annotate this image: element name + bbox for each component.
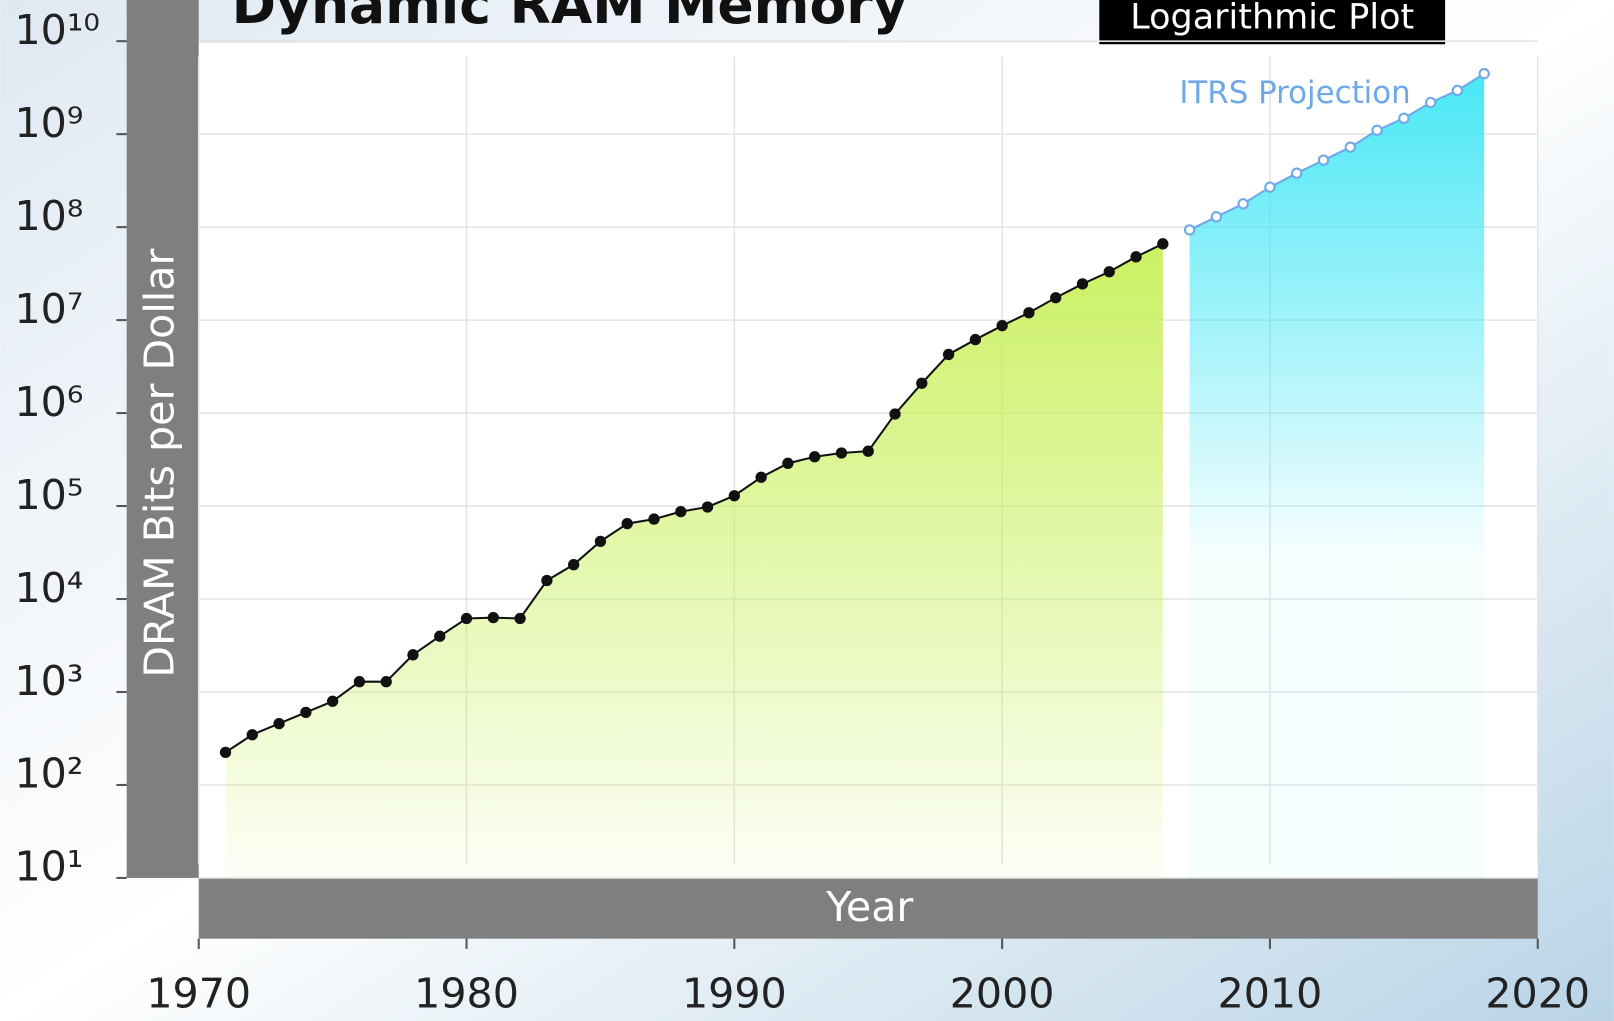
- point: [1210, 211, 1223, 223]
- point: [809, 451, 821, 463]
- chart-title: Dynamic RAM Memory: [232, 0, 908, 36]
- point: [1398, 112, 1410, 124]
- point: [1264, 181, 1276, 193]
- point: [1371, 124, 1383, 136]
- point: [862, 445, 874, 457]
- point: [1183, 224, 1196, 236]
- point: [942, 348, 955, 361]
- point: [273, 717, 285, 730]
- point: [1050, 292, 1062, 304]
- badge: Logarithmic Plot: [1130, 0, 1414, 38]
- point: [755, 471, 767, 483]
- point: [1023, 307, 1035, 319]
- point: [1237, 198, 1249, 210]
- series-label: ITRS Projection: [1179, 75, 1410, 111]
- point: [353, 676, 366, 688]
- point: [219, 746, 232, 759]
- y-tick-label: 10⁵: [14, 471, 83, 519]
- y-tick-label: 10¹⁰: [14, 6, 99, 54]
- y-tick-label: 10⁷: [14, 285, 83, 333]
- point: [300, 706, 312, 719]
- point: [434, 630, 446, 642]
- point: [407, 649, 419, 661]
- y-axis-band: [126, 0, 199, 878]
- point: [460, 612, 473, 625]
- point: [246, 729, 258, 741]
- badge-box: [1099, 0, 1446, 45]
- point: [1291, 167, 1303, 179]
- x-tick-label: 2000: [950, 969, 1055, 1017]
- x-axis-band: [198, 877, 1538, 939]
- point: [541, 574, 553, 587]
- point: [621, 518, 633, 530]
- point: [1424, 96, 1437, 109]
- point: [916, 377, 928, 389]
- point: [701, 501, 714, 513]
- point: [1344, 141, 1356, 153]
- y-tick-label: 10⁸: [14, 192, 83, 240]
- point: [1103, 266, 1115, 278]
- point: [889, 408, 901, 420]
- point: [675, 505, 687, 518]
- y-tick-label: 10⁹: [14, 99, 83, 147]
- y-tick-label: 10³: [14, 657, 83, 705]
- y-tick-label: 10¹: [14, 843, 83, 891]
- point: [969, 333, 982, 346]
- point: [1076, 278, 1089, 290]
- point: [487, 611, 499, 624]
- point: [996, 320, 1008, 332]
- point: [648, 513, 660, 525]
- area: [225, 243, 1163, 878]
- point: [326, 695, 339, 707]
- point: [1317, 154, 1330, 166]
- point: [1157, 238, 1169, 250]
- point: [594, 535, 607, 548]
- x-tick-label: 1990: [682, 969, 787, 1017]
- point: [728, 490, 740, 502]
- x-axis-label: Year: [825, 883, 913, 931]
- x-tick-label: 1970: [146, 969, 251, 1017]
- x-tick-label: 2010: [1218, 969, 1323, 1017]
- x-tick-label: 2020: [1485, 969, 1590, 1017]
- x-tick-label: 1980: [414, 969, 519, 1017]
- point: [1130, 251, 1142, 263]
- point: [567, 559, 580, 571]
- y-tick-label: 10²: [14, 750, 83, 798]
- point: [514, 612, 526, 625]
- y-tick-label: 10⁴: [14, 564, 83, 612]
- y-tick-label: 10⁶: [14, 378, 83, 426]
- y-axis-label: DRAM Bits per Dollar: [136, 249, 184, 678]
- point: [1478, 68, 1490, 80]
- point: [835, 447, 848, 459]
- point: [782, 457, 794, 469]
- point: [1451, 84, 1464, 97]
- area: [1189, 73, 1485, 878]
- point: [380, 676, 392, 688]
